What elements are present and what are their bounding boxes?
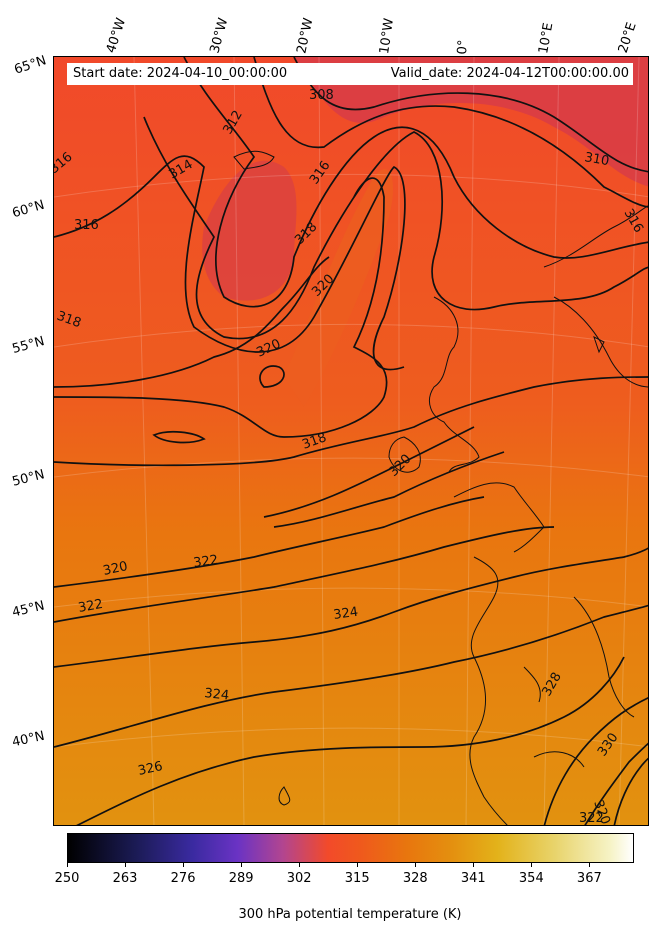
colorbar-tick-mark — [67, 863, 68, 867]
longitude-label-10w: 10°W — [377, 17, 397, 55]
valid-date: Valid_date: 2024-04-12T00:00:00.00 — [390, 66, 629, 81]
longitude-label-10e: 10°E — [536, 21, 557, 56]
colorbar-title: 300 hPa potential temperature (K) — [238, 907, 462, 922]
contour-label: 310 — [583, 150, 610, 169]
contour-label: 326 — [137, 759, 164, 779]
colorbar-tick-mark — [241, 863, 243, 867]
longitude-label-30w: 30°W — [207, 16, 232, 55]
colorbar-tick-mark — [473, 863, 475, 867]
contour-labels: 3083103123143163163163163183183183203203… — [54, 88, 646, 826]
contour-label: 320 — [102, 559, 129, 579]
coastlines — [233, 150, 648, 825]
colorbar-tick-mark — [183, 863, 185, 867]
colorbar-tick-mark — [589, 863, 591, 867]
contour-label: 324 — [204, 686, 230, 704]
contour-lines — [54, 57, 648, 825]
latitude-label-50n: 50°N — [10, 467, 47, 490]
colorbar-tick-label: 328 — [402, 871, 428, 886]
latitude-label-55n: 55°N — [10, 334, 47, 357]
cold-region-north — [294, 57, 648, 187]
contour-label: 322 — [192, 553, 219, 571]
longitude-label-40w: 40°W — [103, 16, 130, 55]
longitude-label-0: 0° — [455, 39, 472, 55]
map-panel: 308 310 312 314 316 316 316 316 318 318 318 320 320 3… — [53, 56, 649, 826]
colorbar-tick-label: 263 — [112, 871, 138, 886]
colorbar-tick-label: 341 — [460, 871, 486, 886]
cold-region-west — [202, 160, 297, 301]
contour-label: 324 — [332, 605, 359, 623]
contour-label: 308 — [309, 88, 334, 103]
temperature-field — [54, 57, 648, 825]
colorbar-tick-label: 302 — [286, 871, 312, 886]
start-date: Start date: 2024-04-10_00:00:00 — [73, 66, 288, 81]
map-canvas: 3083103123143163163163163183183183203203… — [54, 57, 648, 826]
contour-label: 322 — [579, 811, 604, 826]
contour-label: 322 — [77, 597, 104, 616]
latitude-label-45n: 45°N — [10, 598, 47, 621]
colorbar-tick-mark — [415, 863, 417, 867]
contour-label: 316 — [74, 218, 99, 233]
colorbar-tick-label: 367 — [576, 871, 602, 886]
colorbar-tick-label: 250 — [54, 871, 80, 886]
colorbar-tick-mark — [357, 863, 359, 867]
colorbar-tick-label: 276 — [170, 871, 196, 886]
colorbar — [67, 833, 634, 863]
ridge-region — [284, 169, 394, 407]
latitude-label-65n: 65°N — [12, 53, 49, 78]
contour-label: 320 — [590, 798, 613, 826]
colorbar-tick-label: 315 — [344, 871, 370, 886]
colorbar-tick-label: 354 — [518, 871, 544, 886]
colorbar-tick-label: 289 — [228, 871, 254, 886]
date-info-box: Start date: 2024-04-10_00:00:00 Valid_da… — [67, 63, 633, 85]
colorbar-tick-mark — [125, 863, 127, 867]
longitude-label-20w: 20°W — [294, 16, 317, 55]
colorbar-tick-mark — [531, 863, 533, 867]
latitude-label-40n: 40°N — [10, 728, 46, 751]
colorbar-tick-mark — [299, 863, 301, 867]
latitude-label-60n: 60°N — [10, 197, 47, 222]
longitude-label-20e: 20°E — [615, 20, 640, 55]
